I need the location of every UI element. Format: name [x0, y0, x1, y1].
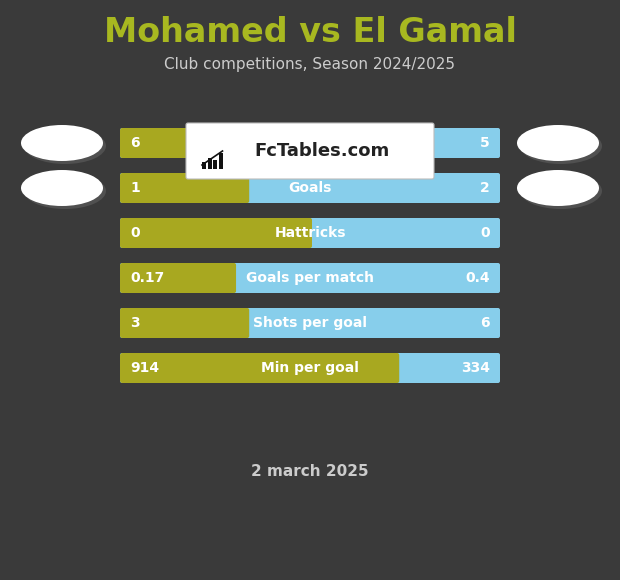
Ellipse shape [517, 170, 599, 206]
Ellipse shape [517, 125, 599, 161]
Text: 0: 0 [130, 226, 140, 240]
FancyBboxPatch shape [120, 308, 249, 338]
Text: Mohamed vs El Gamal: Mohamed vs El Gamal [104, 16, 516, 49]
Text: Min per goal: Min per goal [261, 361, 359, 375]
FancyBboxPatch shape [186, 123, 434, 179]
Text: 0.4: 0.4 [466, 271, 490, 285]
Bar [218, 153, 223, 169]
Ellipse shape [21, 170, 103, 206]
FancyBboxPatch shape [120, 263, 500, 293]
FancyBboxPatch shape [120, 173, 500, 203]
Text: Club competitions, Season 2024/2025: Club competitions, Season 2024/2025 [164, 56, 456, 71]
Text: 2: 2 [480, 181, 490, 195]
Text: Goals per match: Goals per match [246, 271, 374, 285]
Text: Shots per goal: Shots per goal [253, 316, 367, 330]
Text: 5: 5 [480, 136, 490, 150]
Text: Goals: Goals [288, 181, 332, 195]
FancyBboxPatch shape [120, 353, 500, 383]
Bar [202, 162, 206, 169]
Text: 3: 3 [130, 316, 140, 330]
Text: 0: 0 [480, 226, 490, 240]
Ellipse shape [520, 128, 602, 164]
FancyBboxPatch shape [120, 353, 399, 383]
Text: 334: 334 [461, 361, 490, 375]
Text: 0.17: 0.17 [130, 271, 164, 285]
Text: Matches: Matches [277, 136, 343, 150]
Ellipse shape [24, 173, 106, 209]
Text: 1: 1 [130, 181, 140, 195]
Text: FcTables.com: FcTables.com [254, 142, 389, 160]
FancyBboxPatch shape [120, 263, 236, 293]
Text: 914: 914 [130, 361, 159, 375]
FancyBboxPatch shape [120, 308, 500, 338]
Text: Hattricks: Hattricks [274, 226, 346, 240]
FancyBboxPatch shape [120, 173, 249, 203]
FancyBboxPatch shape [120, 218, 312, 248]
FancyBboxPatch shape [120, 218, 500, 248]
Ellipse shape [24, 128, 106, 164]
Bar [213, 160, 217, 169]
Ellipse shape [520, 173, 602, 209]
FancyBboxPatch shape [120, 128, 329, 158]
Text: 2 march 2025: 2 march 2025 [251, 465, 369, 480]
FancyBboxPatch shape [120, 128, 500, 158]
Text: 6: 6 [480, 316, 490, 330]
Ellipse shape [21, 125, 103, 161]
Text: 6: 6 [130, 136, 140, 150]
Bar [208, 158, 211, 169]
